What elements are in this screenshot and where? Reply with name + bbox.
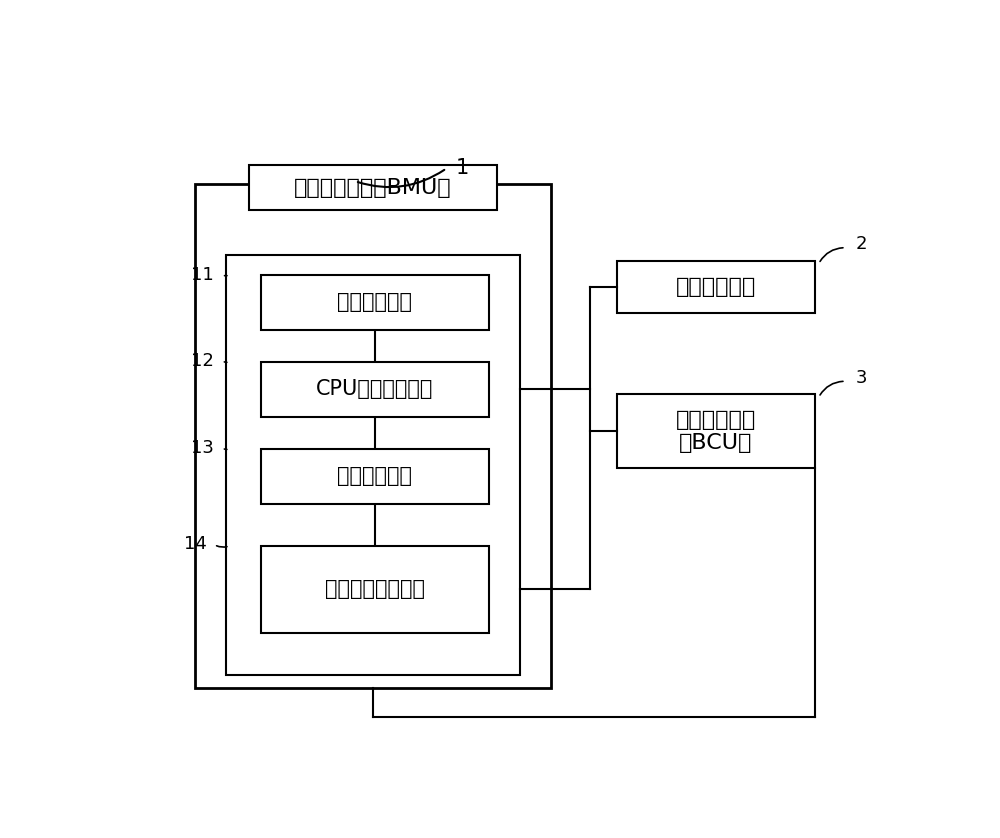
Text: 1: 1 — [456, 158, 469, 178]
Bar — [226, 256, 520, 675]
Bar — [249, 165, 497, 210]
Text: 12: 12 — [191, 352, 214, 370]
Text: 13: 13 — [191, 439, 214, 457]
Text: 电池管理单元
（BCU）: 电池管理单元 （BCU） — [676, 410, 756, 453]
Text: 执行装置控制模块: 执行装置控制模块 — [325, 579, 425, 599]
Bar — [261, 362, 489, 416]
Bar — [261, 449, 489, 504]
Bar — [617, 394, 815, 468]
Text: 3: 3 — [856, 369, 867, 387]
Text: 2: 2 — [856, 235, 867, 253]
Text: 电池检测单元（BMU）: 电池检测单元（BMU） — [294, 178, 452, 198]
Text: 14: 14 — [184, 535, 206, 553]
Bar — [195, 184, 551, 688]
Bar — [261, 275, 489, 329]
Bar — [617, 261, 815, 313]
Text: 数据采集模块: 数据采集模块 — [337, 292, 412, 313]
Text: 通讯传输模块: 通讯传输模块 — [337, 467, 412, 486]
Bar — [261, 546, 489, 633]
Text: CPU核心处理模块: CPU核心处理模块 — [316, 380, 434, 400]
Text: 11: 11 — [191, 266, 214, 284]
Text: 动作执行装置: 动作执行装置 — [676, 277, 756, 297]
